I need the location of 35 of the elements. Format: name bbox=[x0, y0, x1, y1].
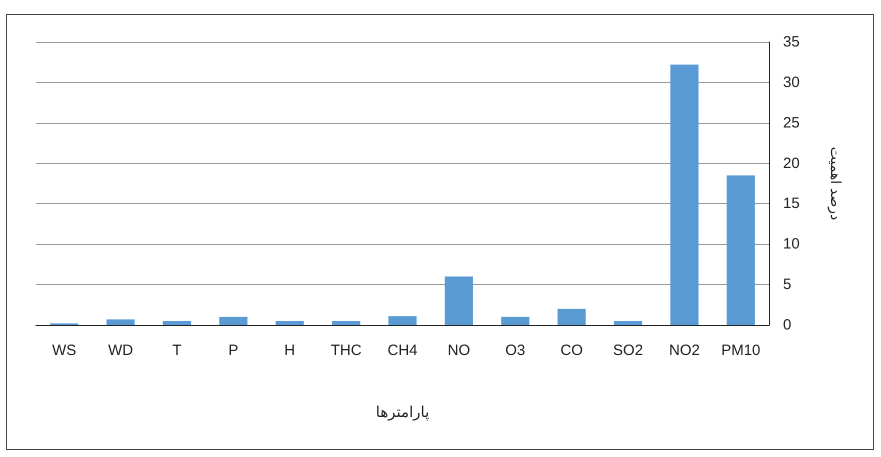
y-tick-label: 15 bbox=[783, 195, 800, 212]
y-tick-label: 5 bbox=[783, 276, 792, 294]
bar bbox=[614, 320, 642, 325]
y-axis-title: درصد اهمیت bbox=[827, 146, 844, 220]
y-tick-label: 35 bbox=[783, 34, 800, 50]
bar bbox=[219, 316, 248, 325]
x-tick-label: P bbox=[228, 342, 238, 359]
bar bbox=[670, 64, 699, 325]
bar bbox=[276, 320, 304, 325]
x-tick-label: SO2 bbox=[613, 342, 644, 359]
y-tick-label: 10 bbox=[783, 236, 800, 253]
x-tick-label: PM10 bbox=[721, 342, 760, 359]
x-tick-label: H bbox=[284, 342, 296, 359]
y-tick-label: 20 bbox=[783, 154, 800, 172]
x-tick-label: WD bbox=[108, 342, 134, 359]
x-tick-label: O3 bbox=[505, 342, 526, 359]
bar bbox=[726, 175, 755, 325]
x-tick-label: NO2 bbox=[669, 342, 700, 359]
x-tick-label: CH4 bbox=[387, 342, 418, 359]
x-axis-title: پارامترها bbox=[376, 404, 430, 421]
x-tick-label: WS bbox=[52, 342, 76, 359]
y-tick-label: 25 bbox=[783, 114, 800, 132]
y-tick-label: 0 bbox=[783, 316, 792, 334]
bar bbox=[332, 320, 360, 325]
x-tick-label: THC bbox=[330, 342, 362, 359]
x-tick-label: NO bbox=[448, 342, 470, 359]
x-tick-label: CO bbox=[560, 342, 583, 359]
x-tick-label: T bbox=[172, 342, 182, 359]
bar bbox=[388, 316, 417, 325]
bar bbox=[558, 308, 586, 325]
bar bbox=[162, 320, 192, 325]
bar bbox=[444, 276, 473, 325]
bar bbox=[106, 319, 135, 325]
y-tick-label: 30 bbox=[783, 74, 800, 91]
bar bbox=[501, 316, 530, 325]
